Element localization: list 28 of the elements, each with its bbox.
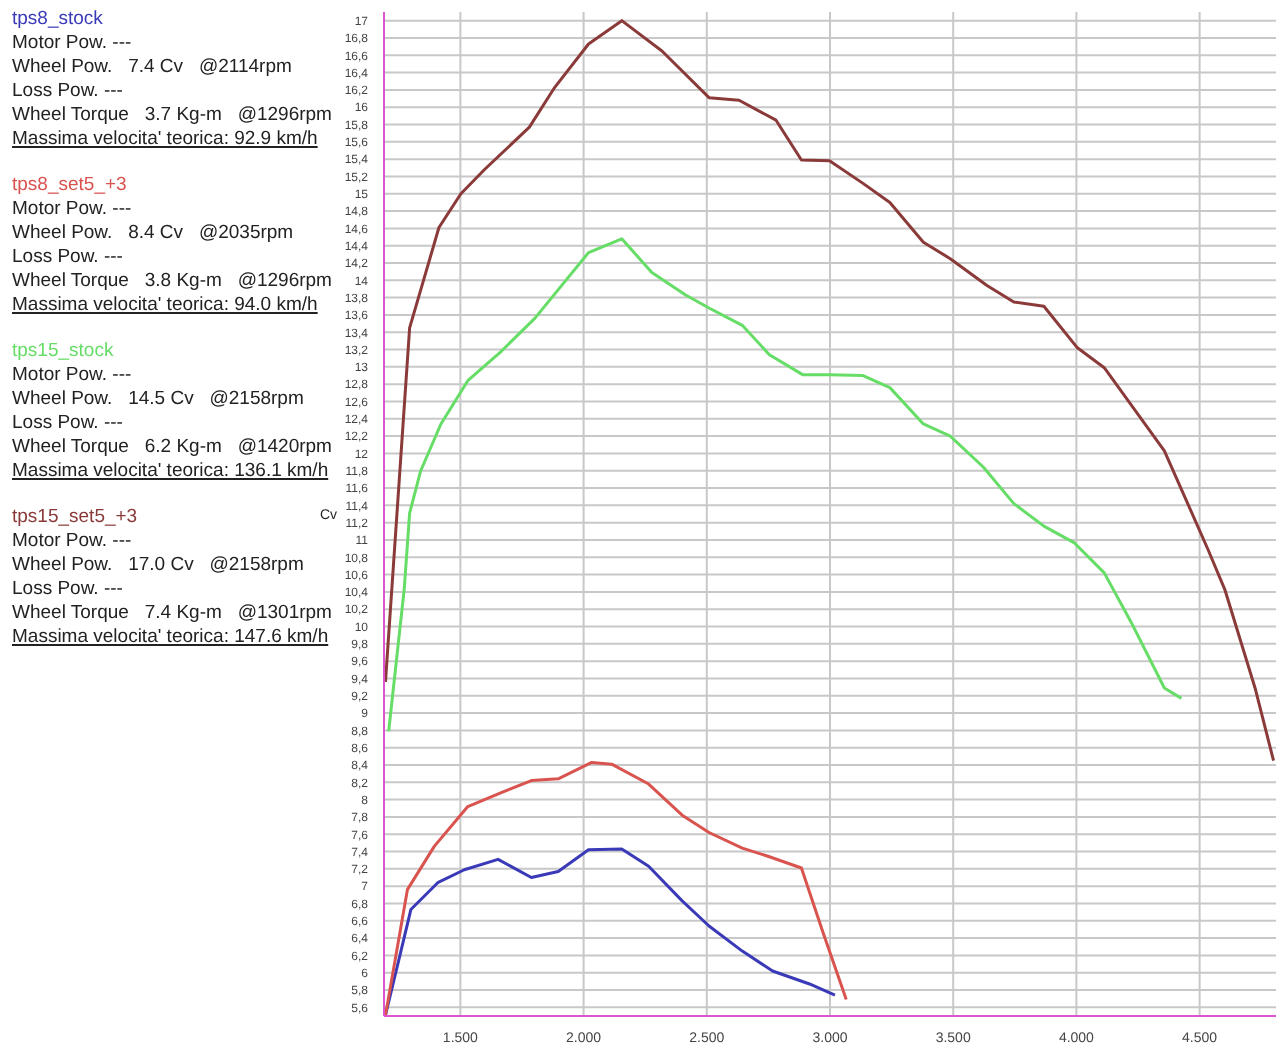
text: Wheel Pow. 14.5 Cv @2158rpm [12, 388, 304, 410]
text: Wheel Pow. 7.4 Cv @2114rpm [12, 56, 292, 78]
text: tps15_stock [12, 340, 114, 362]
text: Massima velocita' teorica: 92.9 km/h [12, 128, 318, 150]
line-series [384, 19, 1276, 763]
text: Loss Pow. --- [12, 412, 123, 434]
text: Wheel Torque 3.8 Kg-m @1296rpm [12, 270, 332, 292]
text: tps15_set5_+3 [12, 506, 138, 528]
text: Motor Pow. --- [12, 32, 132, 54]
text: Loss Pow. --- [12, 578, 123, 600]
text: Wheel Torque 7.4 Kg-m @1301rpm [12, 602, 332, 624]
line-series [387, 237, 1183, 733]
line-series [384, 760, 848, 1016]
text: Wheel Pow. 17.0 Cv @2158rpm [12, 554, 304, 576]
text: Motor Pow. --- [12, 364, 132, 386]
text: Wheel Pow. 8.4 Cv @2035rpm [12, 222, 294, 244]
line-series [384, 847, 837, 1016]
text: tps8_stock [12, 8, 103, 30]
text: Motor Pow. --- [12, 198, 132, 220]
text: Wheel Torque 6.2 Kg-m @1420rpm [12, 436, 332, 458]
text: Loss Pow. --- [12, 246, 123, 268]
text: tps8_set5_+3 [12, 174, 127, 196]
text: Massima velocita' teorica: 147.6 km/h [12, 626, 329, 648]
text: Massima velocita' teorica: 136.1 km/h [12, 460, 329, 482]
text: Motor Pow. --- [12, 530, 132, 552]
text: Loss Pow. --- [12, 80, 123, 102]
text: Wheel Torque 3.7 Kg-m @1296rpm [12, 104, 332, 126]
text: Massima velocita' teorica: 94.0 km/h [12, 294, 318, 316]
